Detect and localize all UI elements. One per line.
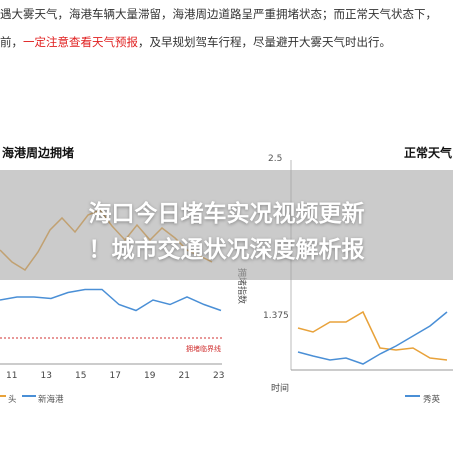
x-tick-label: 23	[213, 371, 225, 381]
blue-series-line-left	[0, 288, 222, 312]
article-line-2: 前，一定注意查看天气预报，及早规划驾车行程，尽量避开大雾天气时出行。	[0, 34, 391, 50]
blue-series-group-left	[0, 288, 222, 312]
left-chart-title: 海港周边拥堵	[2, 146, 75, 160]
headline-line-1[interactable]: 海口今日堵车实况视频更新	[88, 201, 365, 227]
weather-warning-text: 一定注意查看天气预报	[23, 35, 138, 49]
article-line-1: 遇大雾天气，海港车辆大量滞留，海港周边道路呈严重拥堵状态；而正常天气状态下，	[0, 7, 437, 21]
right-chart-title: 正常天气	[404, 146, 453, 160]
y-tick-mid: 1.375	[263, 311, 289, 321]
article-text: 遇大雾天气，海港车辆大量滞留，海港周边道路呈严重拥堵状态；而正常天气状态下， 前…	[0, 0, 453, 60]
orange-series-line-right	[297, 310, 448, 361]
legend-left-2: 新海港	[38, 395, 64, 405]
x-tick-label: 15	[75, 371, 87, 381]
x-tick-label: 13	[40, 371, 52, 381]
article-line-2-suffix: ，及早规划驾车行程，尽量避开大雾天气时出行。	[138, 35, 391, 49]
legend-right: 秀英	[423, 395, 441, 405]
y-tick-top: 2.5	[268, 154, 283, 164]
blue-series-line-right	[297, 311, 448, 365]
x-tick-label: 19	[144, 371, 156, 381]
headline-line-2[interactable]: ！城市交通状况深度解析报	[88, 237, 365, 263]
x-axis-name: 时间	[271, 384, 290, 394]
headline-overlay	[0, 170, 453, 280]
article-line-2-prefix: 前，	[0, 35, 23, 49]
x-tick-label: 21	[178, 371, 190, 381]
threshold-label: 拥堵临界线	[186, 345, 221, 353]
x-tick-label: 17	[109, 371, 121, 381]
x-tick-label: 11	[6, 371, 18, 381]
legend-left-1: 头	[8, 395, 17, 405]
